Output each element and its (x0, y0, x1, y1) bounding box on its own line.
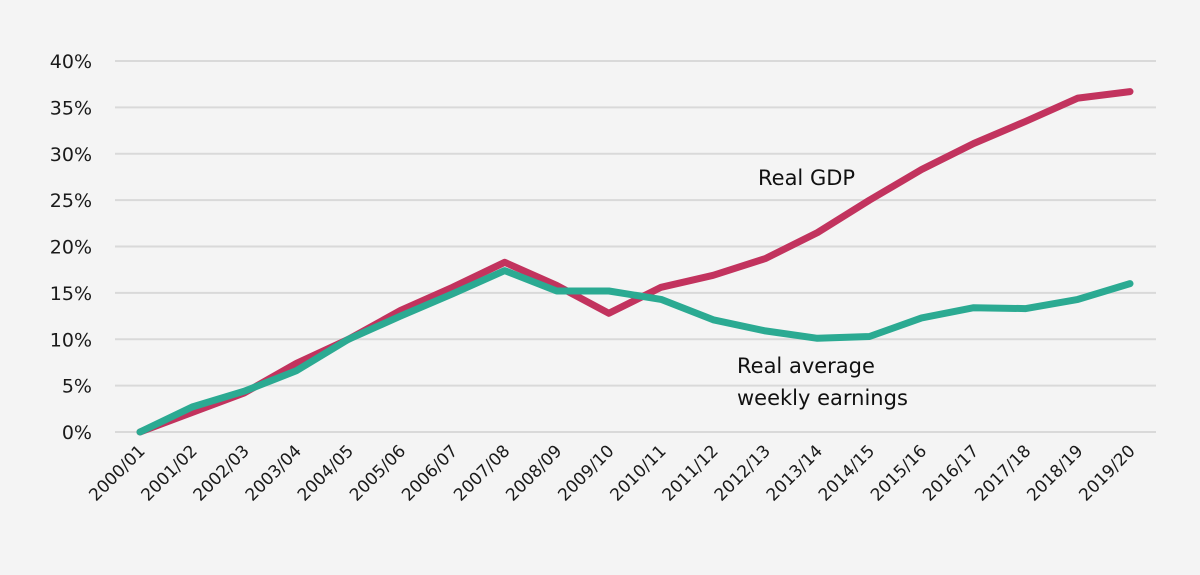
series-lines (136, 88, 1134, 436)
x-tick-label: 2009/10 (554, 441, 618, 505)
x-tick-label: 2018/19 (1023, 441, 1087, 505)
y-tick-label: 5% (62, 376, 92, 398)
annotation-real-earnings: Real average weekly earnings (737, 354, 908, 410)
annotations: Real GDP Real average weekly earnings (737, 166, 908, 410)
annotation-real-gdp: Real GDP (758, 166, 855, 190)
y-axis-ticks: 0% 5% 10% 15% 20% 25% 30% 35% 40% (50, 51, 92, 444)
x-tick-label: 2001/02 (138, 441, 202, 505)
x-tick-label: 2017/18 (971, 441, 1035, 505)
y-tick-label: 0% (62, 422, 92, 444)
y-tick-label: 30% (50, 144, 92, 166)
x-axis-ticks: 2000/012001/022002/032003/042004/052005/… (85, 441, 1139, 505)
x-tick-label: 2006/07 (398, 441, 462, 505)
y-tick-label: 35% (50, 97, 92, 119)
series-line-real-gdp (136, 88, 1134, 436)
x-tick-label: 2019/20 (1075, 441, 1139, 505)
x-tick-label: 2014/15 (815, 441, 879, 505)
gridlines (115, 60, 1156, 433)
x-tick-label: 2002/03 (190, 441, 254, 505)
x-tick-label: 2004/05 (294, 441, 358, 505)
x-tick-label: 2012/13 (711, 441, 775, 505)
x-tick-label: 2000/01 (85, 441, 149, 505)
x-tick-label: 2005/06 (346, 441, 410, 505)
series-line-real-average-weekly-earnings (136, 267, 1134, 436)
x-tick-label: 2007/08 (450, 441, 514, 505)
y-tick-label: 20% (50, 237, 92, 259)
y-tick-label: 15% (50, 283, 92, 305)
x-tick-label: 2015/16 (867, 441, 931, 505)
x-tick-label: 2016/17 (919, 441, 983, 505)
x-tick-label: 2003/04 (242, 441, 306, 505)
x-tick-label: 2008/09 (502, 441, 566, 505)
x-tick-label: 2013/14 (763, 441, 827, 505)
x-tick-label: 2011/12 (659, 441, 723, 505)
y-tick-label: 10% (50, 329, 92, 351)
y-tick-label: 40% (50, 51, 92, 73)
x-tick-label: 2010/11 (607, 441, 671, 505)
y-tick-label: 25% (50, 190, 92, 212)
